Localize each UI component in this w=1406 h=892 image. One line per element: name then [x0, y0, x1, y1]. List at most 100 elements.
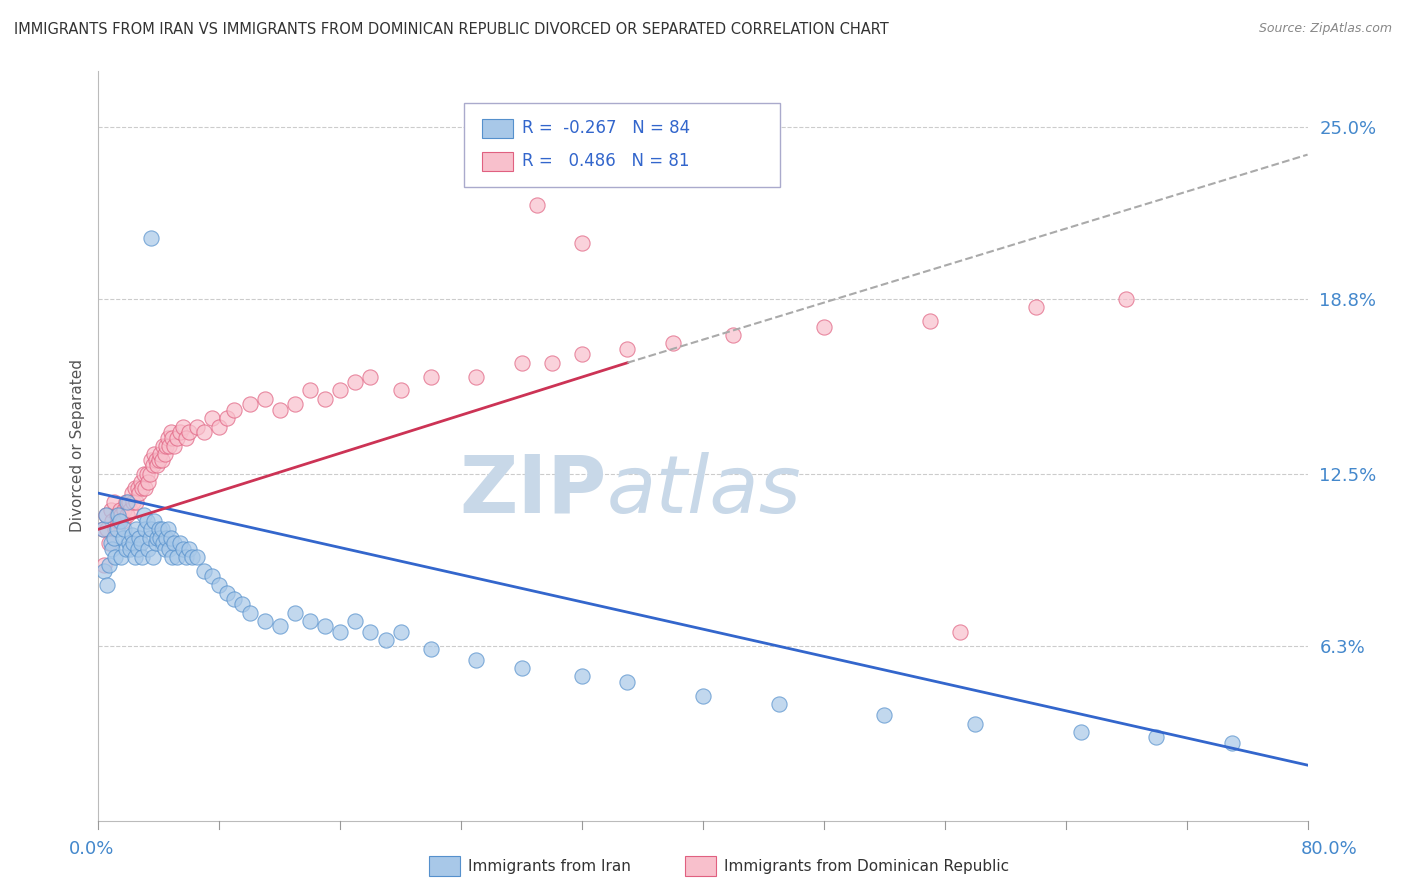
Point: [131, 481, 153, 495]
Point: [510, 661, 533, 675]
Point: [127, 541, 149, 556]
Point: [142, 458, 165, 473]
Point: [193, 425, 215, 439]
Point: [314, 619, 336, 633]
Point: [253, 614, 276, 628]
Point: [571, 669, 593, 683]
Point: [160, 425, 183, 439]
Point: [174, 549, 197, 564]
Point: [122, 494, 145, 508]
Point: [141, 453, 163, 467]
Point: [111, 514, 134, 528]
Point: [91, 522, 114, 536]
Point: [142, 549, 165, 564]
Point: [169, 536, 191, 550]
Point: [179, 541, 201, 556]
Point: [155, 531, 177, 545]
Point: [136, 475, 159, 489]
Point: [105, 522, 128, 536]
Point: [208, 419, 231, 434]
Point: [269, 619, 291, 633]
Point: [153, 447, 176, 461]
Point: [143, 447, 166, 461]
Point: [124, 481, 146, 495]
Point: [873, 708, 896, 723]
Point: [231, 597, 253, 611]
Point: [540, 356, 562, 370]
Point: [186, 549, 208, 564]
Point: [918, 314, 941, 328]
Point: [949, 624, 972, 639]
Point: [128, 531, 150, 545]
Text: ZIP: ZIP: [458, 452, 606, 530]
Point: [98, 558, 121, 573]
Point: [105, 508, 128, 523]
Point: [132, 508, 155, 523]
Point: [114, 494, 136, 508]
Point: [163, 439, 186, 453]
Point: [526, 197, 548, 211]
Point: [389, 624, 412, 639]
Point: [329, 624, 352, 639]
Point: [269, 403, 291, 417]
Point: [115, 508, 138, 523]
Point: [1146, 731, 1168, 745]
Point: [107, 508, 129, 523]
Point: [125, 494, 148, 508]
Point: [571, 347, 593, 361]
Point: [160, 531, 183, 545]
Point: [156, 522, 179, 536]
Point: [112, 522, 135, 536]
Point: [129, 475, 152, 489]
Text: R =   0.486   N = 81: R = 0.486 N = 81: [522, 153, 689, 170]
Point: [124, 549, 146, 564]
Point: [166, 549, 188, 564]
Point: [143, 514, 166, 528]
Point: [125, 522, 148, 536]
Point: [150, 453, 173, 467]
Point: [344, 614, 367, 628]
Point: [239, 397, 262, 411]
Text: Immigrants from Dominican Republic: Immigrants from Dominican Republic: [724, 859, 1010, 873]
Point: [162, 549, 184, 564]
Point: [93, 564, 115, 578]
Text: 80.0%: 80.0%: [1301, 840, 1357, 858]
Point: [166, 431, 188, 445]
Point: [239, 606, 262, 620]
Point: [100, 536, 122, 550]
Point: [94, 508, 117, 523]
Point: [98, 536, 121, 550]
Point: [284, 606, 307, 620]
Point: [104, 522, 127, 536]
Point: [299, 384, 322, 398]
Point: [141, 522, 163, 536]
Point: [208, 578, 231, 592]
Point: [141, 231, 163, 245]
Point: [94, 508, 117, 523]
Point: [186, 419, 208, 434]
Point: [150, 522, 173, 536]
Point: [153, 541, 176, 556]
Point: [571, 236, 593, 251]
Point: [179, 425, 201, 439]
Point: [344, 375, 367, 389]
Point: [224, 403, 246, 417]
Point: [965, 716, 987, 731]
Text: Immigrants from Iran: Immigrants from Iran: [468, 859, 631, 873]
Point: [465, 369, 488, 384]
Point: [93, 558, 115, 573]
Point: [155, 439, 177, 453]
Text: Source: ZipAtlas.com: Source: ZipAtlas.com: [1258, 22, 1392, 36]
Point: [101, 514, 124, 528]
Point: [1024, 300, 1046, 314]
Point: [159, 439, 181, 453]
Point: [100, 503, 122, 517]
Point: [723, 328, 745, 343]
Point: [103, 531, 125, 545]
Y-axis label: Divorced or Separated: Divorced or Separated: [69, 359, 84, 533]
Point: [132, 467, 155, 481]
Point: [108, 514, 131, 528]
Point: [134, 522, 156, 536]
Point: [1220, 736, 1243, 750]
Point: [420, 641, 443, 656]
